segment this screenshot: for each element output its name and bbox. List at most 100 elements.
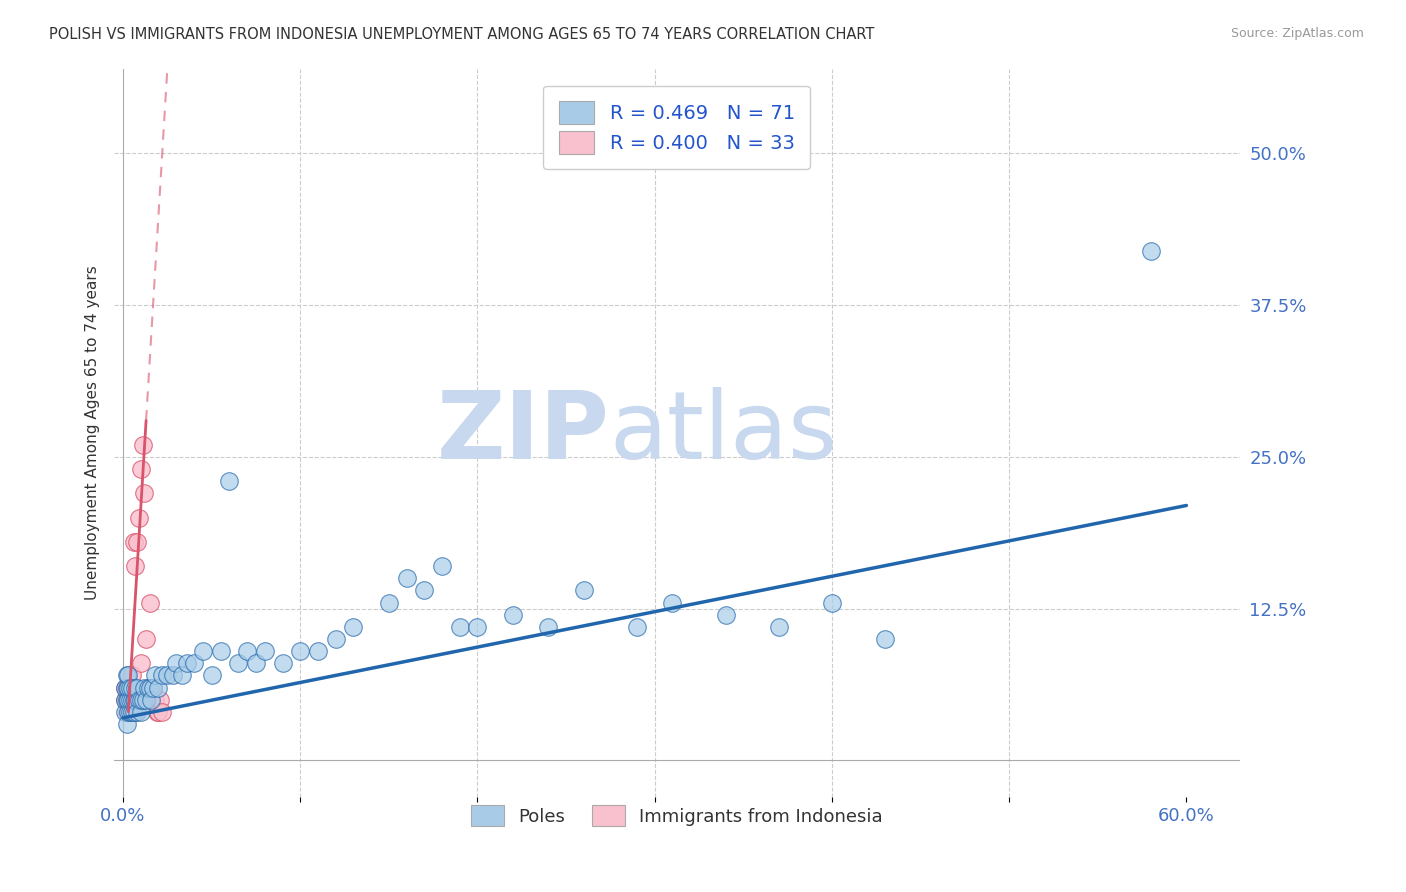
Point bbox=[183, 657, 205, 671]
Point bbox=[176, 657, 198, 671]
Point bbox=[191, 644, 214, 658]
Point bbox=[413, 583, 436, 598]
Point bbox=[143, 692, 166, 706]
Point bbox=[121, 705, 143, 719]
Point bbox=[121, 681, 143, 695]
Point bbox=[120, 705, 142, 719]
Point bbox=[307, 644, 329, 658]
Point bbox=[142, 681, 165, 695]
Point bbox=[124, 705, 146, 719]
Point bbox=[141, 692, 163, 706]
Point bbox=[131, 692, 153, 706]
Point bbox=[768, 620, 790, 634]
Point bbox=[131, 438, 153, 452]
Point bbox=[170, 668, 193, 682]
Point bbox=[165, 657, 187, 671]
Point bbox=[115, 692, 138, 706]
Point bbox=[124, 681, 146, 695]
Point bbox=[120, 692, 142, 706]
Point bbox=[201, 668, 224, 682]
Point bbox=[148, 681, 170, 695]
Point bbox=[821, 596, 844, 610]
Point bbox=[128, 510, 150, 524]
Point bbox=[124, 692, 146, 706]
Point bbox=[117, 705, 139, 719]
Point bbox=[395, 571, 418, 585]
Point bbox=[115, 681, 138, 695]
Point bbox=[143, 668, 166, 682]
Point bbox=[342, 620, 364, 634]
Point bbox=[142, 681, 165, 695]
Point bbox=[271, 657, 294, 671]
Point bbox=[136, 681, 159, 695]
Point bbox=[138, 681, 160, 695]
Point bbox=[128, 692, 150, 706]
Point bbox=[117, 681, 139, 695]
Point bbox=[138, 596, 160, 610]
Point bbox=[467, 620, 489, 634]
Point bbox=[162, 668, 184, 682]
Point bbox=[537, 620, 560, 634]
Point bbox=[226, 657, 249, 671]
Point bbox=[661, 596, 683, 610]
Point bbox=[129, 705, 152, 719]
Point bbox=[572, 583, 595, 598]
Point bbox=[430, 559, 453, 574]
Point bbox=[117, 692, 139, 706]
Point bbox=[120, 681, 142, 695]
Point bbox=[114, 681, 136, 695]
Point bbox=[127, 705, 149, 719]
Point bbox=[120, 681, 142, 695]
Point bbox=[127, 535, 149, 549]
Point bbox=[290, 644, 312, 658]
Point bbox=[1140, 244, 1163, 258]
Point bbox=[129, 462, 152, 476]
Point bbox=[122, 705, 145, 719]
Point bbox=[115, 717, 138, 731]
Point bbox=[122, 692, 145, 706]
Point bbox=[502, 607, 524, 622]
Point bbox=[253, 644, 276, 658]
Point bbox=[124, 559, 146, 574]
Point bbox=[236, 644, 259, 658]
Point bbox=[114, 692, 136, 706]
Point bbox=[120, 692, 142, 706]
Point bbox=[117, 668, 139, 682]
Point bbox=[135, 692, 157, 706]
Point bbox=[148, 705, 170, 719]
Point bbox=[141, 692, 163, 706]
Point bbox=[325, 632, 347, 646]
Point bbox=[218, 474, 240, 488]
Point bbox=[449, 620, 471, 634]
Point bbox=[129, 692, 152, 706]
Point bbox=[135, 632, 157, 646]
Point bbox=[117, 705, 139, 719]
Point bbox=[127, 681, 149, 695]
Point bbox=[136, 681, 159, 695]
Point bbox=[378, 596, 401, 610]
Point bbox=[121, 668, 143, 682]
Point bbox=[129, 657, 152, 671]
Text: atlas: atlas bbox=[609, 386, 838, 479]
Point bbox=[117, 692, 139, 706]
Point bbox=[156, 668, 179, 682]
Point bbox=[128, 692, 150, 706]
Point bbox=[714, 607, 737, 622]
Point bbox=[875, 632, 897, 646]
Text: Source: ZipAtlas.com: Source: ZipAtlas.com bbox=[1230, 27, 1364, 40]
Point bbox=[134, 681, 156, 695]
Point bbox=[145, 705, 167, 719]
Text: ZIP: ZIP bbox=[436, 386, 609, 479]
Point bbox=[114, 705, 136, 719]
Point bbox=[115, 668, 138, 682]
Point bbox=[245, 657, 267, 671]
Point bbox=[115, 705, 138, 719]
Legend: Poles, Immigrants from Indonesia: Poles, Immigrants from Indonesia bbox=[463, 797, 891, 835]
Point bbox=[150, 705, 173, 719]
Point bbox=[122, 692, 145, 706]
Point bbox=[134, 486, 156, 500]
Point bbox=[626, 620, 648, 634]
Point bbox=[121, 705, 143, 719]
Y-axis label: Unemployment Among Ages 65 to 74 years: Unemployment Among Ages 65 to 74 years bbox=[86, 265, 100, 600]
Point bbox=[122, 535, 145, 549]
